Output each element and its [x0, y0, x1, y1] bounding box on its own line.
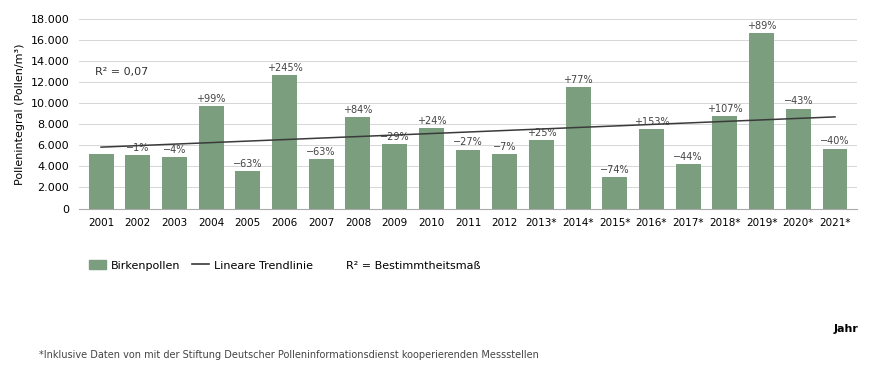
Text: +99%: +99%	[196, 94, 226, 104]
Text: +24%: +24%	[417, 116, 446, 126]
Text: +25%: +25%	[527, 128, 556, 138]
Bar	[566, 88, 590, 208]
Text: R² = 0,07: R² = 0,07	[94, 67, 148, 77]
Text: −29%: −29%	[380, 132, 410, 142]
Text: −7%: −7%	[493, 142, 516, 152]
Bar	[529, 140, 554, 208]
Bar	[786, 108, 811, 208]
Bar	[309, 159, 334, 208]
Text: −43%: −43%	[784, 96, 813, 106]
Bar	[89, 154, 113, 208]
Text: −63%: −63%	[233, 158, 262, 169]
Bar	[455, 150, 480, 208]
Bar	[272, 75, 297, 208]
Legend: Birkenpollen, Lineare Trendlinie, R² = Bestimmtheitsmaß: Birkenpollen, Lineare Trendlinie, R² = B…	[85, 256, 486, 275]
Text: −44%: −44%	[673, 152, 703, 162]
Bar	[603, 177, 627, 208]
Text: Jahr: Jahr	[834, 324, 859, 334]
Bar	[749, 33, 774, 208]
Text: +153%: +153%	[634, 117, 670, 127]
Bar	[712, 116, 738, 208]
Y-axis label: Pollenintegral (Pollen/m³): Pollenintegral (Pollen/m³)	[15, 43, 25, 185]
Bar	[345, 118, 371, 208]
Bar	[419, 128, 444, 208]
Bar	[235, 170, 261, 208]
Text: −74%: −74%	[600, 165, 630, 175]
Text: *Inklusive Daten von mit der Stiftung Deutscher Polleninformationsdienst kooperi: *Inklusive Daten von mit der Stiftung De…	[39, 350, 539, 360]
Text: −63%: −63%	[306, 147, 336, 157]
Text: −1%: −1%	[126, 143, 149, 153]
Bar	[126, 155, 150, 208]
Text: +245%: +245%	[267, 63, 303, 73]
Text: +89%: +89%	[747, 20, 776, 31]
Bar	[382, 144, 407, 208]
Bar	[492, 154, 517, 208]
Text: +107%: +107%	[707, 104, 743, 114]
Text: +77%: +77%	[563, 75, 593, 85]
Bar	[639, 129, 664, 208]
Bar	[162, 157, 187, 208]
Bar	[199, 106, 223, 208]
Text: −4%: −4%	[163, 145, 186, 155]
Text: −40%: −40%	[821, 137, 849, 146]
Bar	[676, 164, 701, 208]
Text: −27%: −27%	[453, 138, 483, 147]
Bar	[822, 149, 848, 208]
Text: +84%: +84%	[344, 105, 372, 115]
